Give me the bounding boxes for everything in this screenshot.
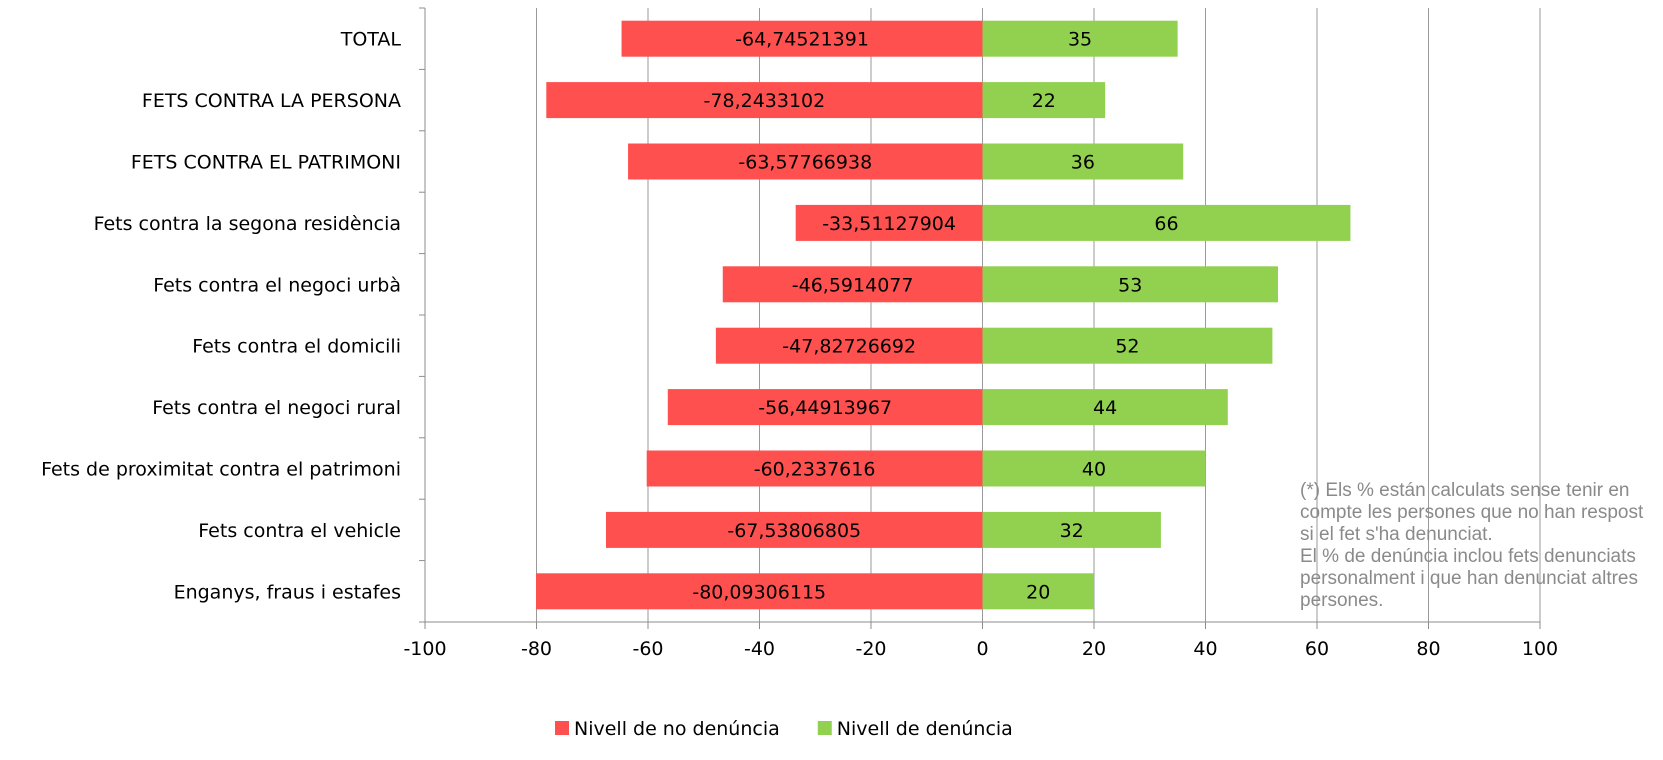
value-tick-label: -40 [744, 638, 775, 660]
bar-denuncia [982, 20, 1178, 57]
data-label-denuncia: 20 [1026, 581, 1050, 603]
bar-denuncia [982, 573, 1094, 610]
bar-denuncia [982, 327, 1273, 364]
data-label-denuncia: 32 [1060, 520, 1084, 542]
data-label-denuncia: 66 [1154, 213, 1178, 235]
bar-no-denuncia [605, 511, 983, 548]
value-tick-label: 0 [976, 638, 988, 660]
category-label: Fets contra el negoci rural [152, 397, 401, 419]
data-label-no-denuncia: -46,5914077 [792, 274, 914, 296]
category-label: TOTAL [340, 29, 402, 51]
data-label-denuncia: 35 [1068, 29, 1092, 51]
data-label-no-denuncia: -67,53806805 [727, 520, 861, 542]
legend-swatch [555, 721, 569, 735]
category-label: FETS CONTRA EL PATRIMONI [131, 152, 401, 174]
legend-swatch [817, 721, 832, 735]
category-label: FETS CONTRA LA PERSONA [142, 90, 401, 112]
value-tick-label: 20 [1082, 638, 1106, 660]
data-label-no-denuncia: -56,44913967 [758, 397, 892, 419]
data-label-no-denuncia: -60,2337616 [754, 459, 876, 481]
bar-no-denuncia [546, 82, 983, 119]
value-tick-label: 40 [1193, 638, 1217, 660]
data-label-no-denuncia: -78,2433102 [704, 90, 826, 112]
data-label-no-denuncia: -47,82726692 [782, 336, 916, 358]
data-label-no-denuncia: -63,57766938 [738, 152, 872, 174]
bar-denuncia [982, 450, 1206, 487]
legend-entry: Nivell de denúncia [837, 718, 1013, 740]
value-tick-label: -80 [521, 638, 552, 660]
data-label-denuncia: 53 [1118, 274, 1142, 296]
data-label-denuncia: 44 [1093, 397, 1117, 419]
value-tick-label: -100 [403, 638, 446, 660]
value-tick-label: 100 [1522, 638, 1558, 660]
bar-denuncia [982, 389, 1228, 426]
value-tick-label: 60 [1305, 638, 1329, 660]
bar-no-denuncia [535, 573, 983, 610]
category-label: Fets contra el negoci urbà [153, 274, 401, 296]
data-label-denuncia: 22 [1032, 90, 1056, 112]
bar-no-denuncia [795, 204, 983, 241]
bar-denuncia [982, 511, 1161, 548]
category-label: Fets contra el vehicle [198, 520, 401, 542]
data-label-no-denuncia: -64,74521391 [735, 29, 869, 51]
bar-no-denuncia [628, 143, 983, 180]
category-label: Fets de proximitat contra el patrimoni [41, 459, 401, 481]
value-tick-label: -20 [855, 638, 886, 660]
bar-denuncia [982, 266, 1278, 303]
data-label-denuncia: 40 [1082, 459, 1106, 481]
category-label: Fets contra el domicili [192, 336, 401, 358]
data-label-denuncia: 52 [1115, 336, 1139, 358]
data-label-no-denuncia: -80,09306115 [692, 581, 826, 603]
value-tick-label: 80 [1416, 638, 1440, 660]
bar-no-denuncia [646, 450, 983, 487]
value-tick-label: -60 [632, 638, 663, 660]
bar-no-denuncia [722, 266, 983, 303]
bar-no-denuncia [621, 20, 983, 57]
bar-no-denuncia [667, 389, 983, 426]
data-label-denuncia: 36 [1071, 152, 1095, 174]
bar-denuncia [982, 204, 1351, 241]
bar-denuncia [982, 82, 1106, 119]
category-label: Enganys, fraus i estafes [174, 581, 401, 603]
legend-entry: Nivell de no denúncia [574, 718, 780, 740]
data-label-no-denuncia: -33,51127904 [822, 213, 956, 235]
category-label: Fets contra la segona residència [94, 213, 401, 235]
bar-denuncia [982, 143, 1184, 180]
bar-no-denuncia [715, 327, 983, 364]
